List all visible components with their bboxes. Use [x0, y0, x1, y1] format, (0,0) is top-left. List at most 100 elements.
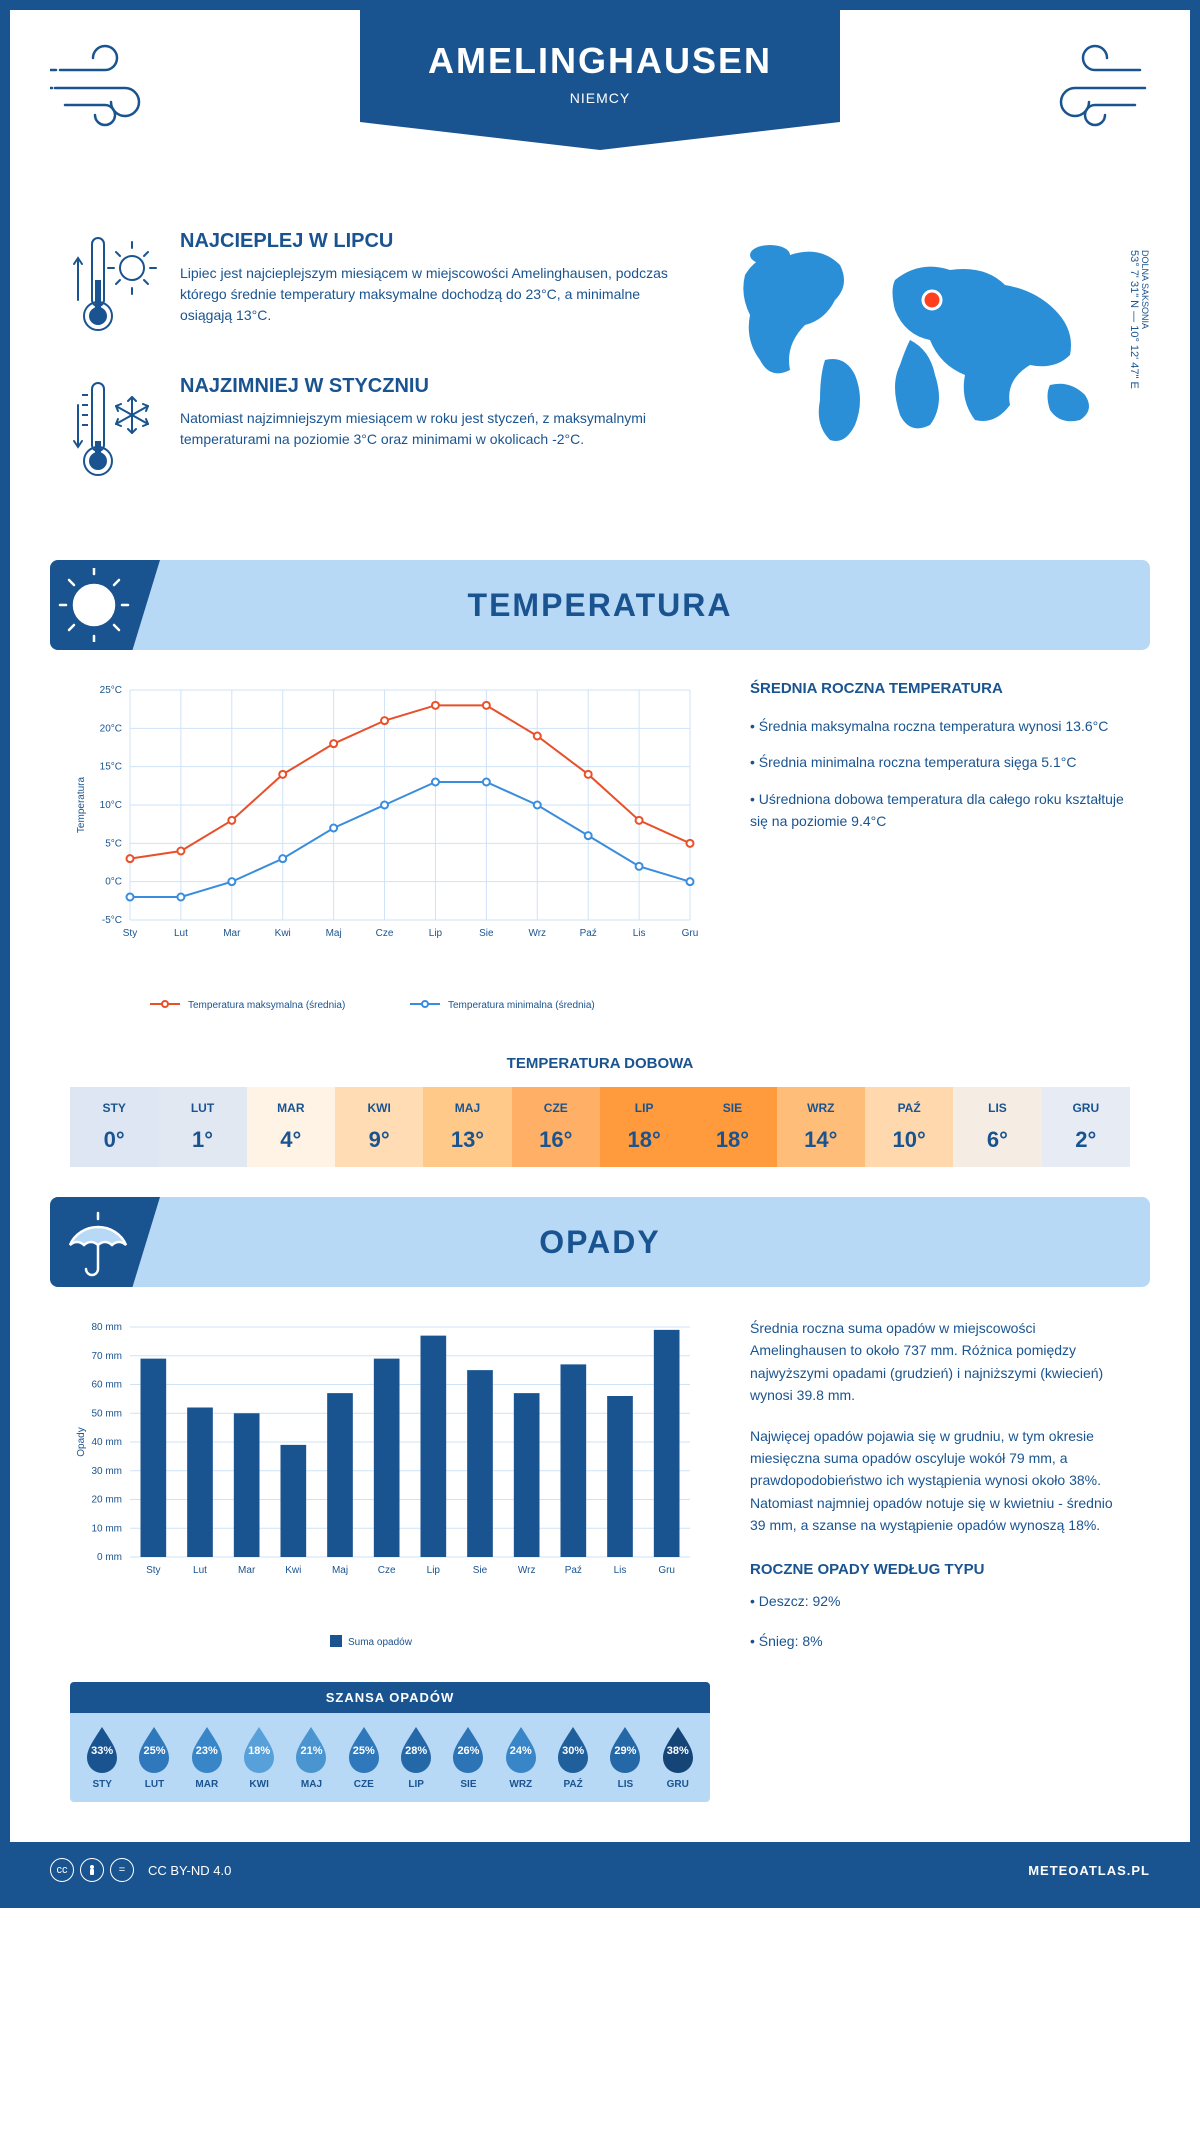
chance-month-label: STY	[76, 1779, 128, 1790]
precipitation-bar-chart: 0 mm10 mm20 mm30 mm40 mm50 mm60 mm70 mm8…	[70, 1317, 710, 1662]
svg-text:Kwi: Kwi	[275, 928, 291, 939]
chance-cell: 26% SIE	[442, 1725, 494, 1790]
svg-text:25°C: 25°C	[100, 685, 122, 696]
svg-text:20 mm: 20 mm	[91, 1495, 122, 1506]
chance-percent: 26%	[457, 1745, 479, 1757]
raindrop-icon: 28%	[397, 1725, 435, 1773]
svg-text:Lut: Lut	[193, 1565, 207, 1576]
temp-bullet: • Średnia maksymalna roczna temperatura …	[750, 715, 1130, 737]
daily-temp-value: 18°	[688, 1127, 776, 1153]
raindrop-icon: 24%	[502, 1725, 540, 1773]
svg-text:Mar: Mar	[238, 1565, 256, 1576]
daily-temp-value: 16°	[512, 1127, 600, 1153]
temperature-section-header: TEMPERATURA	[50, 560, 1150, 650]
precip-type-bullet: • Deszcz: 92%	[750, 1590, 1130, 1612]
chance-percent: 30%	[562, 1745, 584, 1757]
svg-text:Wrz: Wrz	[518, 1565, 536, 1576]
svg-text:5°C: 5°C	[105, 838, 122, 849]
chance-percent: 23%	[196, 1745, 218, 1757]
chance-month-label: MAR	[181, 1779, 233, 1790]
raindrop-icon: 23%	[188, 1725, 226, 1773]
svg-text:Kwi: Kwi	[285, 1565, 301, 1576]
svg-text:Lut: Lut	[174, 928, 188, 939]
chance-month-label: SIE	[442, 1779, 494, 1790]
temperature-info: ŚREDNIA ROCZNA TEMPERATURA • Średnia mak…	[750, 680, 1130, 1025]
coordinates: DOLNA SAKSONIA 53° 7' 31" N — 10° 12' 47…	[1128, 250, 1150, 389]
chance-month-label: WRZ	[495, 1779, 547, 1790]
chance-month-label: PAŹ	[547, 1779, 599, 1790]
cc-icon: cc	[50, 1858, 74, 1882]
chance-cell: 28% LIP	[390, 1725, 442, 1790]
chance-title: SZANSA OPADÓW	[70, 1682, 710, 1713]
daily-temp-cell: WRZ14°	[777, 1087, 865, 1167]
svg-text:Lip: Lip	[427, 1565, 441, 1576]
raindrop-icon: 21%	[292, 1725, 330, 1773]
svg-text:70 mm: 70 mm	[91, 1351, 122, 1362]
svg-text:Wrz: Wrz	[528, 928, 546, 939]
thermometer-cold-icon	[70, 375, 160, 490]
precip-type-bullet: • Śnieg: 8%	[750, 1630, 1130, 1652]
svg-text:Maj: Maj	[326, 928, 342, 939]
temp-bullet: • Uśredniona dobowa temperatura dla całe…	[750, 788, 1130, 833]
map-column: DOLNA SAKSONIA 53° 7' 31" N — 10° 12' 47…	[710, 230, 1130, 520]
chance-percent: 25%	[143, 1745, 165, 1757]
chance-percent: 33%	[91, 1745, 113, 1757]
infographic-page: AMELINGHAUSEN NIEMCY	[0, 0, 1200, 1908]
daily-temp-cell: GRU 2°	[1042, 1087, 1130, 1167]
daily-temp-cell: PAŹ10°	[865, 1087, 953, 1167]
raindrop-icon: 29%	[606, 1725, 644, 1773]
svg-text:-5°C: -5°C	[102, 915, 122, 926]
site-name: METEOATLAS.PL	[1028, 1863, 1150, 1878]
precip-para-1: Średnia roczna suma opadów w miejscowośc…	[750, 1317, 1130, 1407]
daily-month-label: MAJ	[423, 1101, 511, 1115]
raindrop-icon: 33%	[83, 1725, 121, 1773]
chance-month-label: GRU	[652, 1779, 704, 1790]
warmest-title: NAJCIEPLEJ W LIPCU	[180, 230, 670, 253]
annual-temp-title: ŚREDNIA ROCZNA TEMPERATURA	[750, 680, 1130, 697]
license-block: cc = CC BY-ND 4.0	[50, 1858, 231, 1882]
nd-icon: =	[110, 1858, 134, 1882]
svg-text:Temperatura: Temperatura	[76, 776, 87, 833]
daily-temp-cell: KWI9°	[335, 1087, 423, 1167]
title-banner: AMELINGHAUSEN NIEMCY	[360, 10, 840, 150]
daily-month-label: SIE	[688, 1101, 776, 1115]
daily-month-label: KWI	[335, 1101, 423, 1115]
chance-cell: 30% PAŹ	[547, 1725, 599, 1790]
chance-cell: 23% MAR	[181, 1725, 233, 1790]
svg-text:Gru: Gru	[682, 928, 699, 939]
daily-month-label: LIS	[953, 1101, 1041, 1115]
chance-percent: 21%	[300, 1745, 322, 1757]
svg-text:Opady: Opady	[76, 1427, 87, 1456]
daily-temp-value: 13°	[423, 1127, 511, 1153]
temperature-content: -5°C0°C5°C10°C15°C20°C25°CStyLutMarKwiMa…	[10, 650, 1190, 1197]
country-name: NIEMCY	[360, 90, 840, 106]
daily-temp-value: 10°	[865, 1127, 953, 1153]
footer: cc = CC BY-ND 4.0 METEOATLAS.PL	[10, 1842, 1190, 1898]
chance-percent: 24%	[510, 1745, 532, 1757]
daily-temp-cell: MAJ 13°	[423, 1087, 511, 1167]
daily-temp-value: 0°	[70, 1127, 158, 1153]
city-name: AMELINGHAUSEN	[360, 40, 840, 82]
precipitation-chance-panel: SZANSA OPADÓW 33% STY 25% LUT 23% MAR 18…	[70, 1682, 710, 1802]
raindrop-icon: 25%	[135, 1725, 173, 1773]
chance-percent: 25%	[353, 1745, 375, 1757]
svg-text:10°C: 10°C	[100, 800, 122, 811]
raindrop-icon: 30%	[554, 1725, 592, 1773]
chance-cell: 29% LIS	[599, 1725, 651, 1790]
chance-month-label: LIP	[390, 1779, 442, 1790]
daily-month-label: LIP	[600, 1101, 688, 1115]
sun-icon	[58, 568, 138, 647]
intro-text-column: NAJCIEPLEJ W LIPCU Lipiec jest najcieple…	[70, 230, 670, 520]
svg-text:Paź: Paź	[580, 928, 597, 939]
svg-text:Temperatura minimalna (średnia: Temperatura minimalna (średnia)	[448, 1000, 595, 1011]
precipitation-section-header: OPADY	[50, 1197, 1150, 1287]
svg-text:Lip: Lip	[429, 928, 443, 939]
daily-month-label: GRU	[1042, 1101, 1130, 1115]
daily-temp-value: 2°	[1042, 1127, 1130, 1153]
daily-temp-value: 4°	[247, 1127, 335, 1153]
chance-month-label: LUT	[128, 1779, 180, 1790]
precip-by-type-title: ROCZNE OPADY WEDŁUG TYPU	[750, 1561, 1130, 1578]
raindrop-icon: 18%	[240, 1725, 278, 1773]
svg-text:Lis: Lis	[614, 1565, 627, 1576]
daily-temp-cell: SIE 18°	[688, 1087, 776, 1167]
